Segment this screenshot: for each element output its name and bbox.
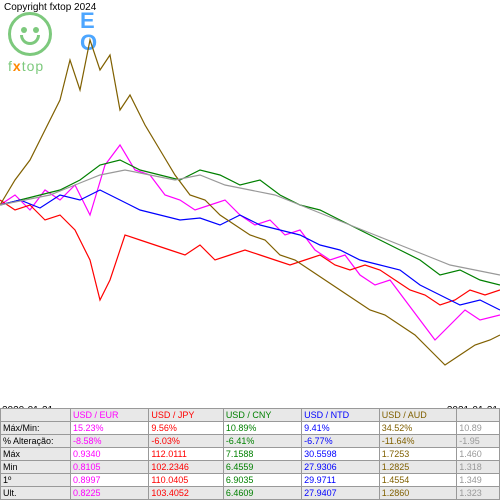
table-cell: 9.41% [302,422,380,435]
table-header: USD / NTD [302,409,380,422]
table-cell: 1.2825 [379,461,457,474]
table-cell: 110.0405 [149,474,223,487]
table-cell: 10.89 [457,422,500,435]
series-usd-ntd [0,190,500,310]
table-cell: 7.1588 [223,448,301,461]
table-cell: -6.77% [302,435,380,448]
row-label: 1º [1,474,71,487]
row-label: % Alteração: [1,435,71,448]
table-cell: 1.7253 [379,448,457,461]
table-cell: 27.9407 [302,487,380,500]
row-label: Ult. [1,487,71,500]
currency-chart [0,0,500,420]
series-usd-aud [0,40,500,365]
table-cell: 15.23% [71,422,149,435]
table-cell: 29.9711 [302,474,380,487]
row-label: Min [1,461,71,474]
table-cell: 6.9035 [223,474,301,487]
stats-table: USD / EURUSD / JPYUSD / CNYUSD / NTDUSD … [0,408,500,500]
table-cell: 34.52% [379,422,457,435]
row-label: Máx [1,448,71,461]
table-header: USD / EUR [71,409,149,422]
table-cell: -6.03% [149,435,223,448]
table-cell: 102.2346 [149,461,223,474]
table-cell: 1.323 [457,487,500,500]
table-header: USD / CNY [223,409,301,422]
table-cell: 112.0111 [149,448,223,461]
table-cell: 1.4554 [379,474,457,487]
table-cell: 1.318 [457,461,500,474]
table-cell: 9.56% [149,422,223,435]
table-header [457,409,500,422]
table-cell: 0.8997 [71,474,149,487]
table-header: USD / AUD [379,409,457,422]
table-header: USD / JPY [149,409,223,422]
table-cell: 30.5598 [302,448,380,461]
table-cell: 6.4609 [223,487,301,500]
table-cell: 27.9306 [302,461,380,474]
series-usd-eur [0,145,500,340]
series-usd-cny [0,160,500,285]
row-label: Máx/Min: [1,422,71,435]
table-cell: 0.8105 [71,461,149,474]
table-cell: -1.95 [457,435,500,448]
table-cell: 0.9340 [71,448,149,461]
table-cell: 103.4052 [149,487,223,500]
table-cell: -11.64% [379,435,457,448]
table-cell: -6.41% [223,435,301,448]
table-header [1,409,71,422]
table-cell: 0.8225 [71,487,149,500]
table-cell: 1.2860 [379,487,457,500]
table-cell: 1.349 [457,474,500,487]
table-cell: -8.58% [71,435,149,448]
table-cell: 6.4559 [223,461,301,474]
table-cell: 1.460 [457,448,500,461]
series-usd-jpy [0,200,500,305]
table-cell: 10.89% [223,422,301,435]
